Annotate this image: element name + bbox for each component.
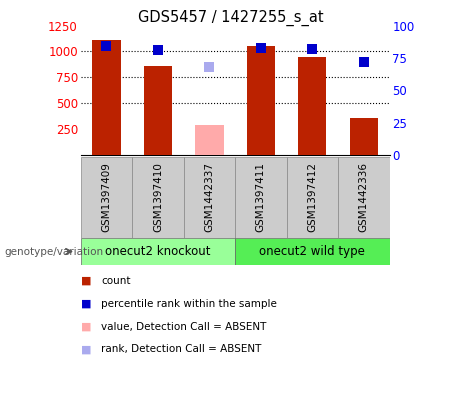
Bar bbox=[235, 157, 287, 238]
Text: ■: ■ bbox=[81, 344, 91, 354]
Bar bbox=[132, 157, 183, 238]
Text: rank, Detection Call = ABSENT: rank, Detection Call = ABSENT bbox=[101, 344, 262, 354]
Point bbox=[154, 47, 161, 53]
Bar bbox=[247, 46, 275, 155]
Point bbox=[360, 59, 367, 65]
Text: ■: ■ bbox=[81, 276, 91, 286]
Bar bbox=[235, 238, 390, 265]
Bar bbox=[287, 157, 338, 238]
Text: GSM1397411: GSM1397411 bbox=[256, 162, 266, 233]
Text: GDS5457 / 1427255_s_at: GDS5457 / 1427255_s_at bbox=[138, 10, 323, 26]
Text: ■: ■ bbox=[81, 299, 91, 309]
Bar bbox=[144, 66, 172, 155]
Bar bbox=[195, 125, 224, 155]
Text: GSM1397410: GSM1397410 bbox=[153, 163, 163, 232]
Text: percentile rank within the sample: percentile rank within the sample bbox=[101, 299, 278, 309]
Text: GSM1397412: GSM1397412 bbox=[307, 162, 317, 233]
Point bbox=[257, 44, 265, 51]
Text: GSM1442336: GSM1442336 bbox=[359, 162, 369, 233]
Bar bbox=[338, 157, 390, 238]
Bar bbox=[92, 40, 121, 155]
Text: onecut2 wild type: onecut2 wild type bbox=[260, 245, 365, 258]
Bar bbox=[298, 57, 326, 155]
Bar bbox=[183, 157, 235, 238]
Bar bbox=[349, 118, 378, 155]
Point bbox=[103, 43, 110, 50]
Bar bbox=[81, 157, 132, 238]
Text: count: count bbox=[101, 276, 131, 286]
Text: GSM1442337: GSM1442337 bbox=[204, 162, 214, 233]
Text: genotype/variation: genotype/variation bbox=[5, 246, 104, 257]
Bar bbox=[81, 238, 235, 265]
Text: onecut2 knockout: onecut2 knockout bbox=[105, 245, 211, 258]
Point bbox=[206, 64, 213, 70]
Text: value, Detection Call = ABSENT: value, Detection Call = ABSENT bbox=[101, 321, 267, 332]
Text: GSM1397409: GSM1397409 bbox=[101, 163, 112, 232]
Point bbox=[308, 46, 316, 52]
Text: ■: ■ bbox=[81, 321, 91, 332]
